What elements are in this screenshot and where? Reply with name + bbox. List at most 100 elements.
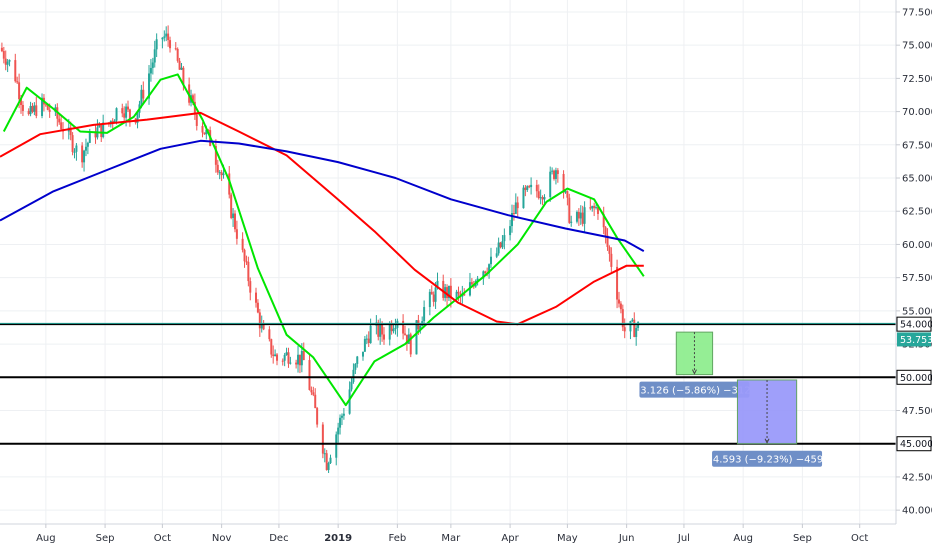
price-bar-body: [149, 67, 152, 74]
x-tick-label: May: [557, 533, 578, 544]
price-bar-body: [404, 333, 407, 335]
price-bar-body: [283, 354, 286, 361]
price-bar-body: [295, 362, 298, 365]
price-bar-body: [321, 424, 324, 454]
price-bar-body: [369, 325, 372, 344]
price-bar-body: [495, 253, 498, 257]
price-bar-body: [367, 338, 370, 344]
measure-arrowhead-1: [692, 369, 697, 375]
price-bar-body: [18, 82, 21, 100]
price-bar-body: [335, 434, 338, 458]
price-bar-body: [390, 324, 393, 332]
price-bar-body: [602, 213, 605, 228]
price-bar-body: [228, 173, 231, 195]
price-bar-body: [407, 334, 410, 344]
price-bar-body: [281, 360, 284, 362]
price-bar-body: [111, 120, 114, 123]
price-bar-body: [394, 327, 397, 329]
series-line-3: [0, 139, 645, 252]
price-bar-body: [423, 307, 426, 322]
price-bar-body: [180, 67, 183, 70]
price-bar-body: [4, 58, 7, 65]
price-bar-body: [619, 303, 622, 310]
price-bar-body: [142, 89, 145, 99]
price-bar-body: [21, 104, 24, 111]
x-tick-label: 2019: [324, 533, 352, 544]
x-tick-label: Sep: [793, 533, 812, 544]
price-bar-body: [165, 33, 168, 37]
y-tick-label: 40.000: [902, 506, 932, 517]
horizontal-line-tag-bg: [896, 316, 932, 332]
price-bar-body: [526, 186, 529, 190]
price-bar-body: [121, 108, 124, 114]
price-bar-body: [33, 105, 36, 112]
x-tick-label: Jul: [677, 533, 690, 544]
y-tick-label: 62.500: [902, 207, 932, 218]
price-bar-body: [31, 105, 34, 112]
price-bar-body: [48, 109, 51, 112]
y-tick-label: 57.500: [902, 273, 932, 284]
y-tick-label: 75.000: [902, 41, 932, 52]
price-bar-body: [455, 291, 458, 299]
price-bar-body: [470, 282, 473, 285]
price-bar-body: [218, 172, 221, 174]
series-line-2: [0, 111, 644, 326]
price-bar-body: [419, 325, 422, 330]
price-bar-body: [434, 287, 437, 302]
x-tick-label: Aug: [733, 533, 753, 544]
price-bar-body: [405, 334, 408, 344]
price-bar-body: [195, 114, 198, 126]
x-tick-label: Oct: [154, 533, 171, 544]
price-bar-body: [463, 293, 466, 296]
price-bar-body: [169, 40, 172, 49]
measure-label-2: −4.593 (−9.23%) −4593: [704, 455, 829, 466]
price-bar-body: [216, 164, 219, 173]
price-bar-body: [128, 109, 131, 119]
price-bar-body: [631, 319, 634, 322]
price-bar-body: [543, 197, 546, 200]
price-bar-body: [447, 285, 450, 299]
price-bar-body: [528, 186, 531, 188]
price-bar-body: [340, 415, 343, 418]
price-bar-body: [539, 197, 542, 199]
price-bar-body: [243, 249, 246, 262]
series-line-1: [2, 73, 645, 407]
price-bar-body: [44, 104, 47, 106]
price-bar-body: [522, 187, 525, 209]
x-tick-label: Oct: [851, 533, 868, 544]
y-tick-label: 72.500: [902, 74, 932, 85]
price-bar-body: [564, 191, 567, 193]
price-bar-body: [497, 242, 500, 254]
price-bar-body: [337, 427, 340, 435]
y-tick-label: 67.500: [902, 140, 932, 151]
measure-label-bg-2: [712, 450, 823, 467]
price-bar-body: [514, 202, 517, 214]
price-bar-body: [432, 294, 435, 302]
price-bar-body: [41, 97, 44, 116]
price-bar-body: [176, 48, 179, 61]
price-bar-body: [270, 339, 273, 355]
price-bar-body: [94, 131, 97, 138]
price-bar-body: [298, 354, 301, 366]
price-bar-body: [583, 207, 586, 224]
price-bar-body: [352, 369, 355, 382]
price-bar-body: [339, 417, 342, 428]
price-bar-body: [509, 226, 512, 236]
price-bar-body: [604, 227, 607, 236]
price-bar-body: [69, 127, 72, 136]
price-bar-body: [233, 213, 236, 230]
price-bar-body: [191, 95, 194, 102]
price-bar-body: [136, 112, 139, 123]
measure-label-1: −3.126 (−5.86%) −3126: [632, 386, 757, 397]
price-bar-body: [354, 363, 357, 370]
price-bar-body: [327, 463, 330, 470]
price-bar-body: [167, 33, 170, 41]
measure-arrowhead-2: [764, 438, 770, 444]
price-bar-body: [551, 170, 554, 172]
price-bar-body: [623, 327, 626, 332]
price-bar-body: [155, 39, 158, 50]
price-bar-body: [428, 291, 431, 308]
price-bar-body: [392, 328, 395, 332]
price-bar-body: [274, 354, 277, 357]
price-bar-body: [241, 238, 244, 250]
